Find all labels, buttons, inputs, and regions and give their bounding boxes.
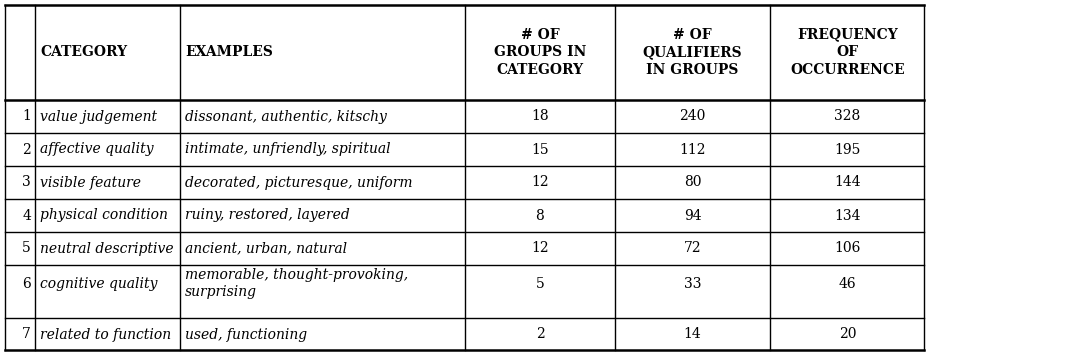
Text: 18: 18 (531, 109, 549, 123)
Text: 144: 144 (835, 175, 860, 189)
Text: 2: 2 (536, 328, 545, 342)
Text: neutral descriptive: neutral descriptive (40, 242, 173, 256)
Text: 4: 4 (22, 208, 31, 222)
Text: dissonant, authentic, kitschy: dissonant, authentic, kitschy (185, 109, 387, 123)
Text: cognitive quality: cognitive quality (40, 276, 157, 291)
Text: visible feature: visible feature (40, 175, 141, 189)
Text: 94: 94 (684, 208, 701, 222)
Text: 195: 195 (835, 143, 860, 157)
Text: 7: 7 (22, 328, 31, 342)
Text: decorated, picturesque, uniform: decorated, picturesque, uniform (185, 175, 413, 189)
Text: 14: 14 (684, 328, 701, 342)
Text: 2: 2 (22, 143, 31, 157)
Text: 240: 240 (679, 109, 706, 123)
Text: 328: 328 (835, 109, 860, 123)
Text: # OF
QUALIFIERS
IN GROUPS: # OF QUALIFIERS IN GROUPS (643, 28, 743, 77)
Text: related to function: related to function (40, 328, 171, 342)
Text: CATEGORY: CATEGORY (40, 45, 127, 59)
Text: 5: 5 (536, 276, 545, 291)
Text: 106: 106 (835, 242, 860, 256)
Text: FREQUENCY
OF
OCCURRENCE: FREQUENCY OF OCCURRENCE (790, 28, 905, 77)
Text: 20: 20 (839, 328, 856, 342)
Text: 15: 15 (531, 143, 549, 157)
Text: 134: 134 (835, 208, 860, 222)
Text: 72: 72 (684, 242, 701, 256)
Text: 12: 12 (531, 242, 549, 256)
Text: memorable, thought-provoking,
surprising: memorable, thought-provoking, surprising (185, 268, 408, 299)
Text: EXAMPLES: EXAMPLES (185, 45, 273, 59)
Text: value judgement: value judgement (40, 109, 157, 123)
Text: 112: 112 (679, 143, 706, 157)
Text: 6: 6 (22, 276, 31, 291)
Text: 46: 46 (839, 276, 856, 291)
Text: physical condition: physical condition (40, 208, 168, 222)
Text: 3: 3 (22, 175, 31, 189)
Text: 1: 1 (22, 109, 31, 123)
Text: 8: 8 (536, 208, 545, 222)
Text: intimate, unfriendly, spiritual: intimate, unfriendly, spiritual (185, 143, 391, 157)
Text: used, functioning: used, functioning (185, 328, 307, 342)
Text: ruiny, restored, layered: ruiny, restored, layered (185, 208, 350, 222)
Text: # OF
GROUPS IN
CATEGORY: # OF GROUPS IN CATEGORY (494, 28, 586, 77)
Text: ancient, urban, natural: ancient, urban, natural (185, 242, 347, 256)
Text: 80: 80 (684, 175, 701, 189)
Text: 12: 12 (531, 175, 549, 189)
Text: affective quality: affective quality (40, 143, 154, 157)
Text: 5: 5 (22, 242, 31, 256)
Text: 33: 33 (684, 276, 701, 291)
